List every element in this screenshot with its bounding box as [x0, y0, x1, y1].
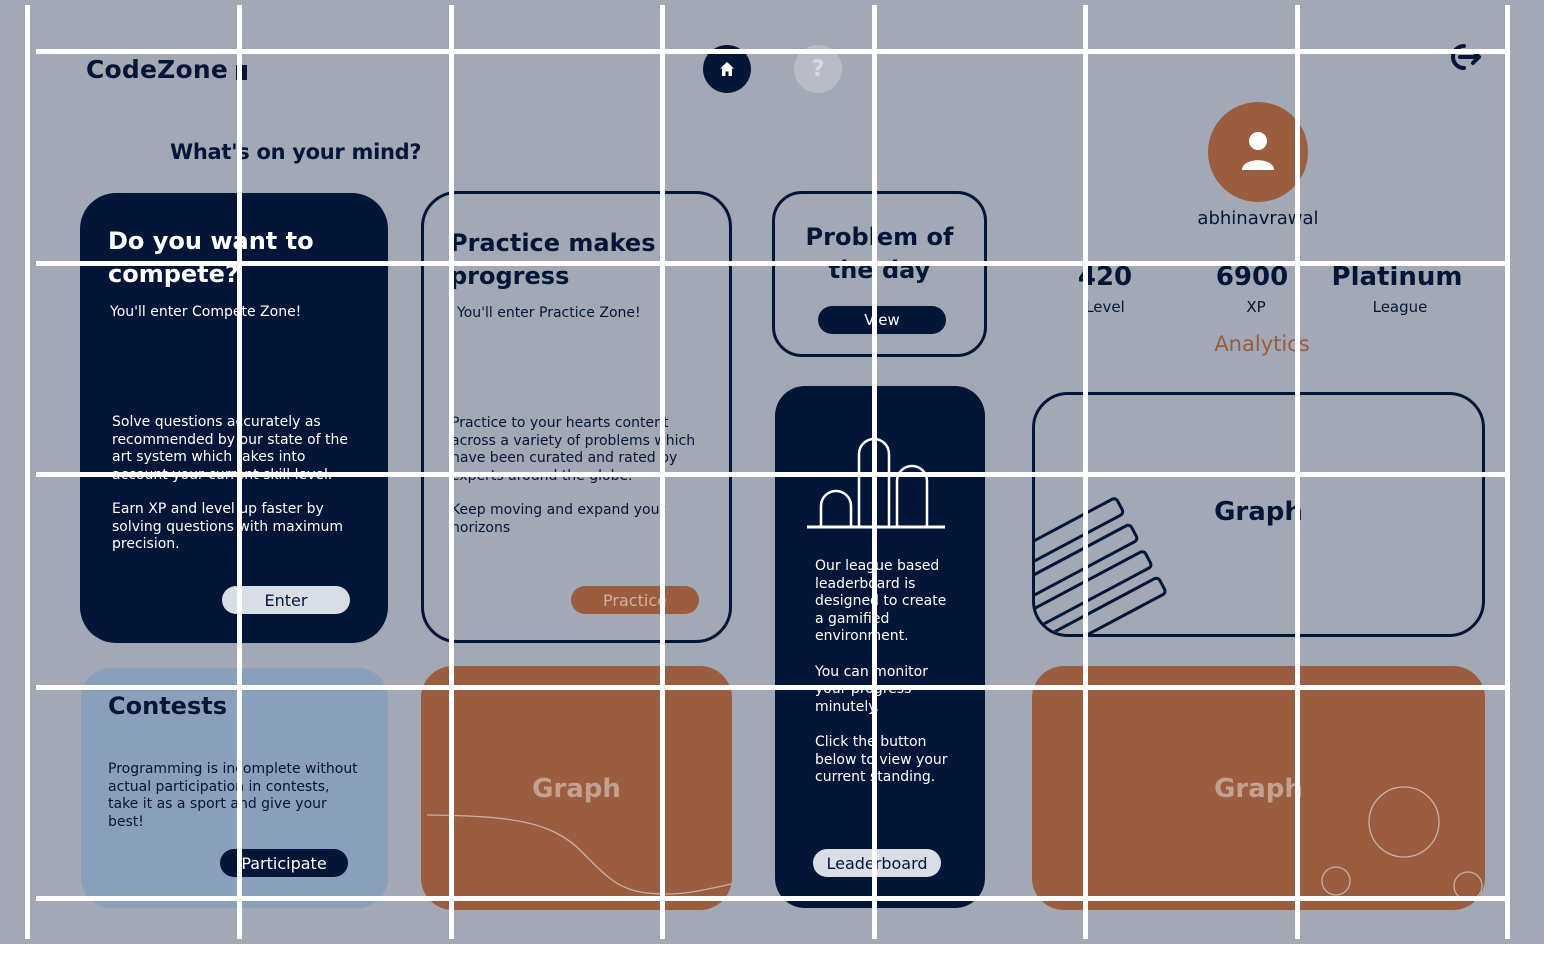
contests-title: Contests: [108, 692, 227, 720]
middle-graph-card: Graph: [421, 666, 732, 910]
practice-para2-line1: Keep moving and expand your: [451, 502, 666, 518]
leaderboard-para2-line3: minutely.: [815, 698, 880, 715]
leaderboard-card: Our league based leaderboard is designed…: [775, 386, 985, 908]
logout-button[interactable]: [1446, 42, 1486, 72]
hatch-decoration: [1035, 497, 1167, 634]
contests-card: Contests Programming is incomplete witho…: [81, 668, 388, 908]
practice-para2-line2: horizons: [451, 519, 511, 536]
contests-line3: take it as a sport and give your: [108, 796, 327, 812]
leaderboard-button[interactable]: Leaderboard: [813, 849, 941, 877]
grid-line-h5: [36, 896, 1506, 901]
leaderboard-para3-line1: Click the button: [815, 734, 927, 750]
practice-para1-line2: across a variety of problems which: [451, 432, 696, 449]
compete-para1-line3: art system which takes into: [112, 449, 306, 465]
compete-para2-line1: Earn XP and level up faster by: [112, 501, 324, 517]
analytics-link[interactable]: Analytics: [1214, 332, 1310, 356]
view-button[interactable]: View: [818, 306, 946, 334]
leaderboard-para3-line3: current standing.: [815, 769, 936, 785]
level-label: Level: [1085, 298, 1125, 316]
compete-subtitle: You'll enter Compete Zone!: [110, 304, 302, 320]
user-icon: [1242, 132, 1274, 170]
league-value: Platinum: [1331, 262, 1463, 292]
compete-title: Do you want to compete?: [108, 225, 378, 291]
leaderboard-para1-line2: leaderboard is: [815, 575, 916, 592]
enter-button[interactable]: Enter: [222, 586, 350, 614]
level-value: 420: [1077, 262, 1133, 292]
user-avatar[interactable]: [1208, 102, 1308, 202]
app-logo[interactable]: CodeZone: [86, 55, 248, 84]
middle-graph-label: Graph: [532, 774, 621, 804]
grid-line-h3: [36, 472, 1506, 477]
leaderboard-para2-line1: You can monitor: [815, 663, 928, 680]
potd-title-line2: the day: [828, 256, 931, 284]
grid-line-v1: [25, 5, 30, 939]
compete-card: Do you want to compete? You'll enter Com…: [80, 193, 388, 643]
analytics-graph-label: Graph: [1214, 497, 1303, 527]
home-icon: [720, 62, 734, 76]
leaderboard-description: Our league based leaderboard is designed…: [815, 558, 980, 787]
analytics-graph-card: Graph: [1032, 392, 1485, 637]
compete-description: Solve questions accurately as recommende…: [112, 414, 372, 554]
logout-icon: [1451, 44, 1481, 70]
grid-line-v8: [1505, 5, 1510, 939]
practice-button[interactable]: Practice: [571, 586, 699, 614]
xp-value: 6900: [1215, 262, 1289, 292]
league-label: League: [1372, 298, 1428, 316]
contests-line4: best!: [108, 813, 144, 830]
leaderboard-icon: [807, 437, 945, 529]
practice-title-line2: progress: [450, 262, 570, 290]
potd-title: Problem of the day: [775, 221, 984, 287]
practice-para1-line3: have been curated and rated by: [451, 450, 678, 466]
practice-title-line1: Practice makes: [450, 229, 656, 257]
leaderboard-para3-line2: below to view your: [815, 751, 948, 768]
practice-title: Practice makes progress: [450, 227, 720, 293]
grid-line-h2: [36, 261, 1506, 266]
potd-card: Problem of the day View: [772, 191, 987, 357]
page-prompt: What's on your mind?: [170, 140, 422, 164]
participate-button[interactable]: Participate: [220, 849, 348, 877]
contests-description: Programming is incomplete without actual…: [108, 761, 383, 831]
contests-line1: Programming is incomplete without: [108, 761, 358, 777]
practice-card: Practice makes progress You'll enter Pra…: [421, 191, 732, 643]
grid-line-h4: [36, 685, 1506, 690]
compete-para1-line2: recommended by our state of the: [112, 431, 349, 448]
compete-title-line1: Do you want to: [108, 227, 314, 255]
help-icon: ?: [811, 56, 825, 82]
middle-graph-curve: [426, 814, 732, 895]
leaderboard-para1-line4: a gamified: [815, 610, 890, 627]
xp-label: XP: [1246, 298, 1266, 316]
leaderboard-para1-line5: environment.: [815, 628, 909, 644]
bottom-graph-card: Graph: [1032, 666, 1485, 910]
logo-text: CodeZone: [86, 55, 229, 84]
practice-subtitle: You'll enter Practice Zone!: [457, 305, 641, 321]
compete-para2-line2: solving questions with maximum: [112, 518, 344, 535]
contests-line2: actual participation in contests,: [108, 778, 330, 795]
potd-title-line1: Problem of: [805, 223, 954, 251]
practice-para1-line1: Practice to your hearts content: [451, 415, 669, 431]
bottom-graph-label: Graph: [1214, 774, 1303, 804]
leaderboard-para1-line1: Our league based: [815, 558, 940, 574]
leaderboard-para1-line3: designed to create: [815, 593, 947, 609]
username: abhinavrawal: [1197, 208, 1319, 229]
bubble-decoration: [1321, 786, 1483, 901]
grid-line-h1: [36, 49, 1506, 54]
compete-para1-line1: Solve questions accurately as: [112, 414, 321, 430]
compete-para2-line3: precision.: [112, 536, 180, 552]
